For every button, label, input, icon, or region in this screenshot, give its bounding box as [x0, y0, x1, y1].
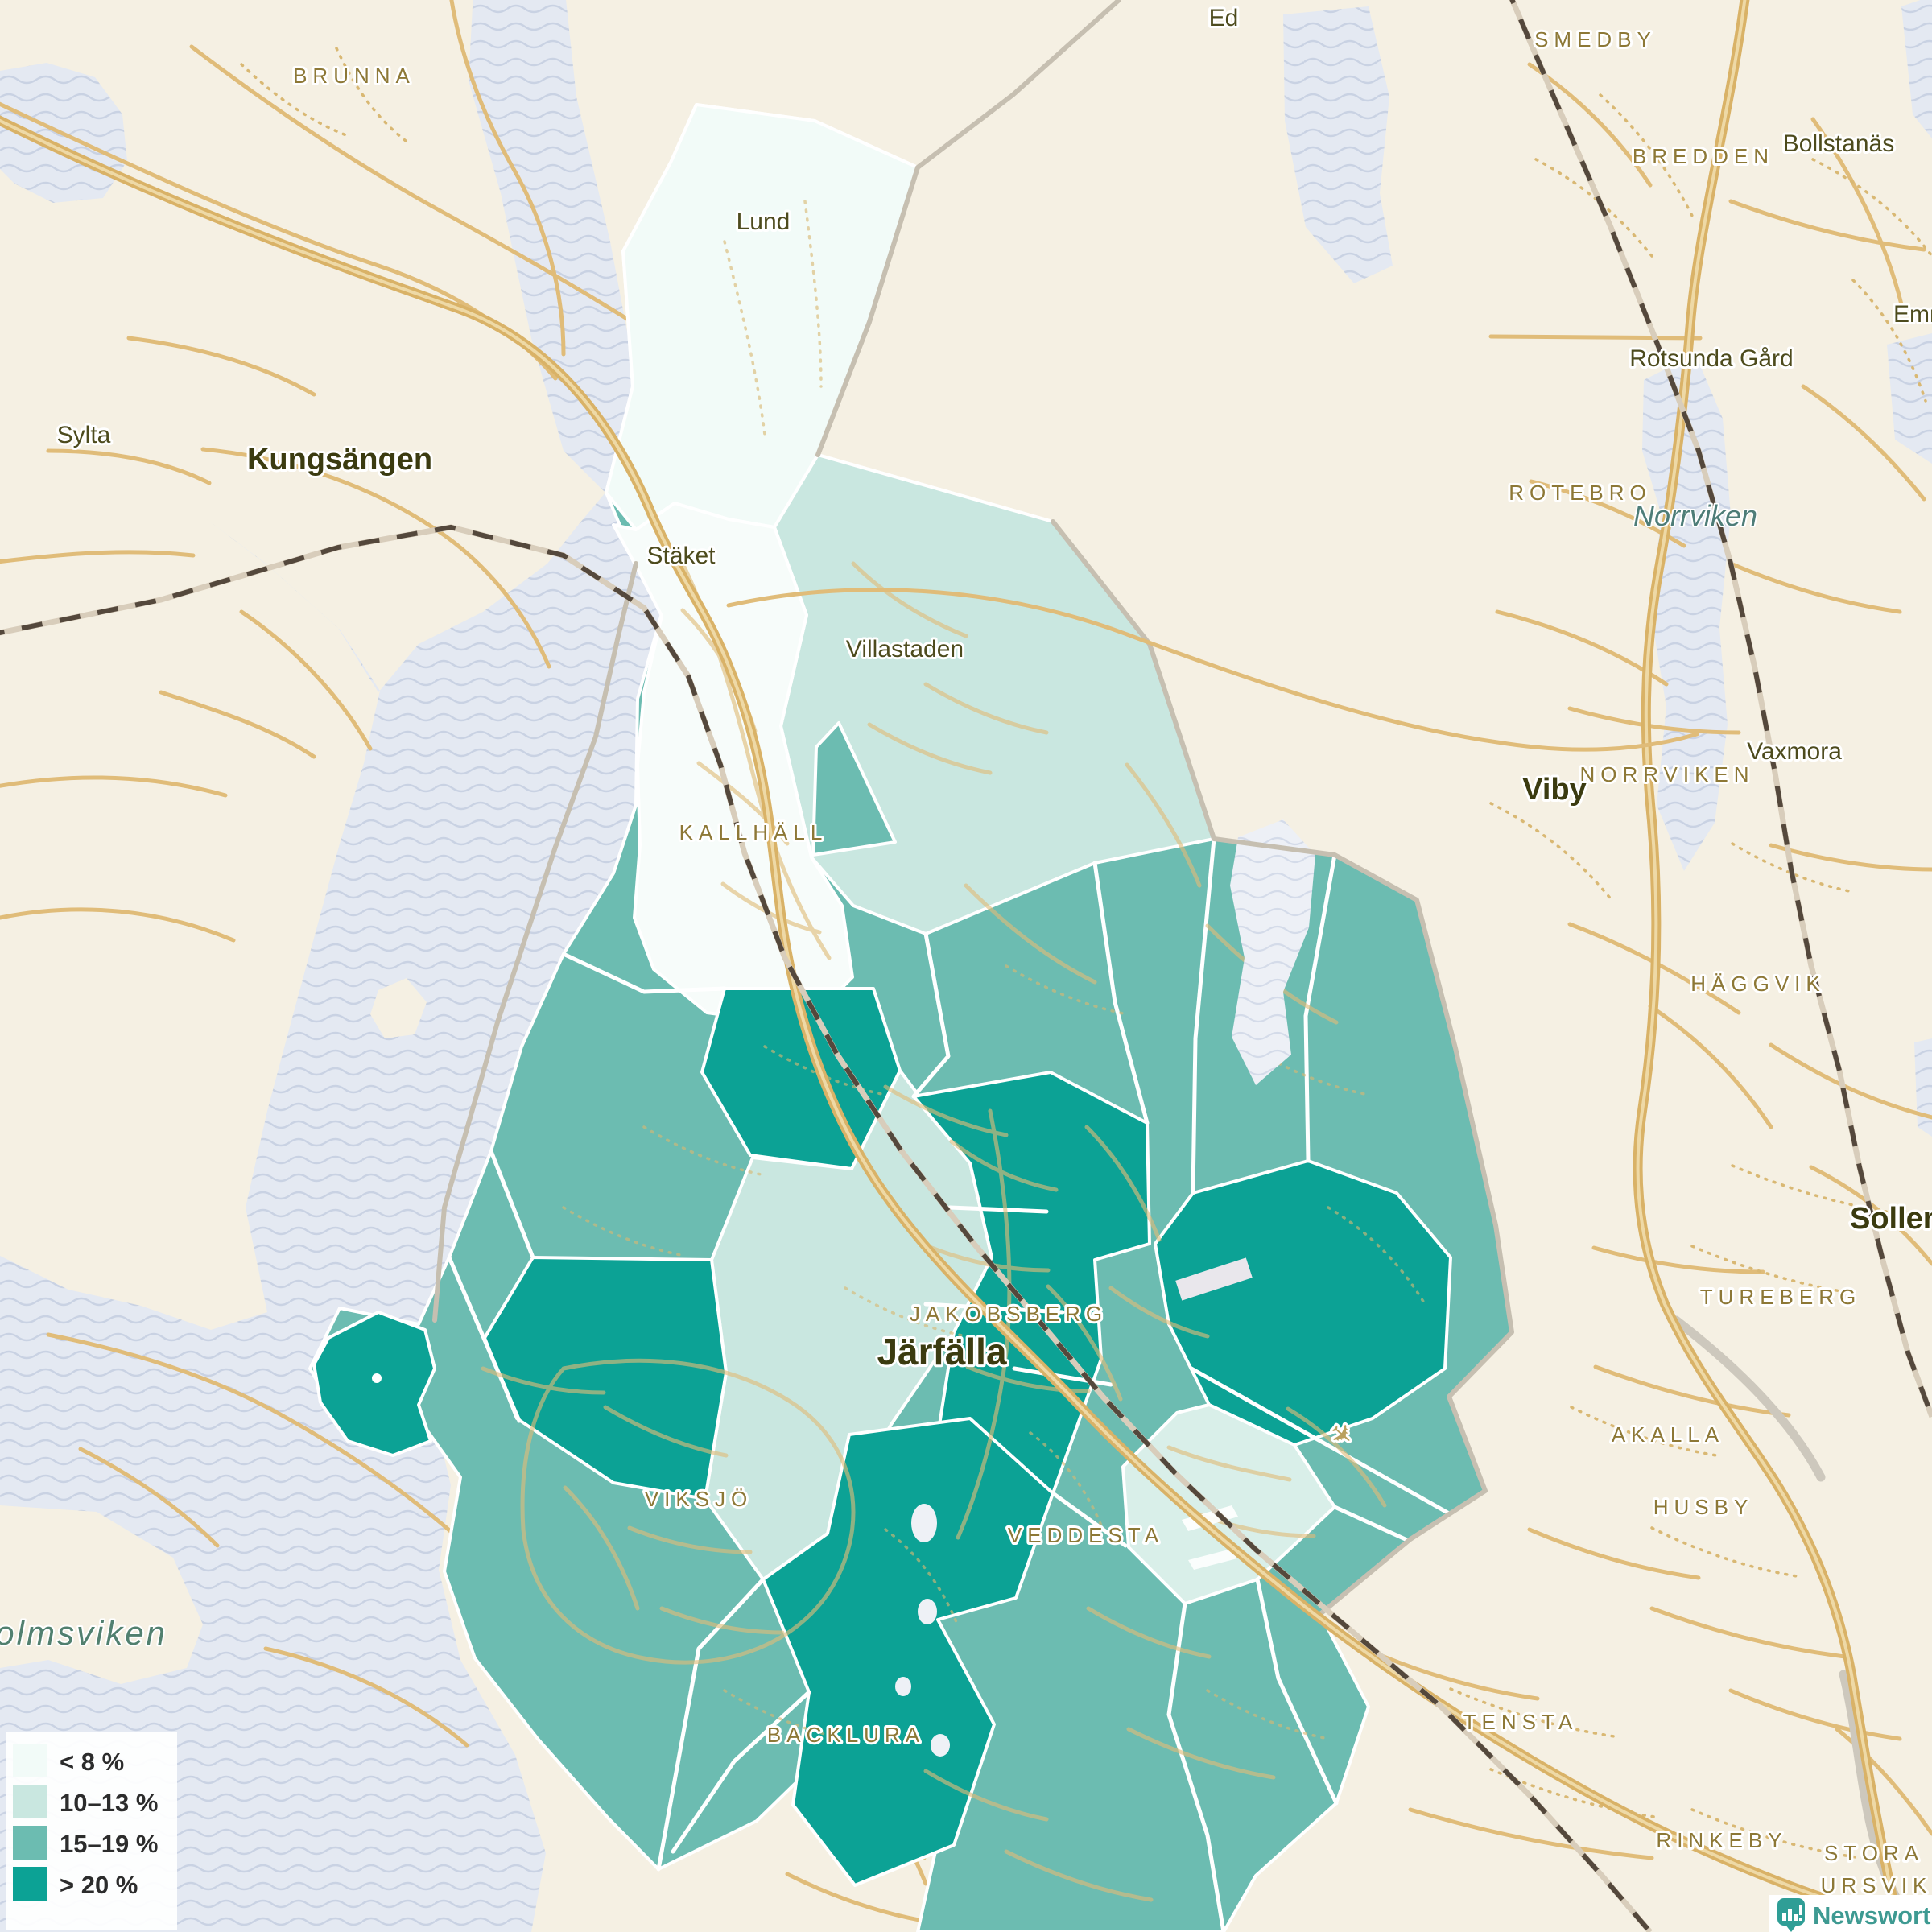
legend-label-1: < 8 % [60, 1748, 124, 1776]
place-label-sollentuna: Sollentuna [1850, 1202, 1932, 1236]
place-label-viksjo: VIKSJÖ [645, 1487, 753, 1511]
legend-swatch-1 [13, 1744, 47, 1777]
place-label-jakobsberg: JAKOBSBERG [910, 1302, 1108, 1326]
legend-label-3: 15–19 % [60, 1830, 158, 1858]
place-label-rinkeby: RINKEBY [1656, 1828, 1787, 1852]
legend-label-2: 10–13 % [60, 1789, 158, 1817]
water-label-norrviken: Norrviken [1633, 499, 1757, 532]
place-label-villastaden: Villastaden [846, 636, 964, 663]
place-label-brunna: BRUNNA [293, 64, 415, 88]
place-label-ed: Ed [1209, 5, 1239, 31]
place-label-vaxmora: Vaxmora [1747, 738, 1842, 765]
place-label-veddesta: VEDDESTA [1008, 1523, 1164, 1547]
place-label-bollstanas: Bollstanäs [1783, 130, 1894, 157]
place-label-akalla: AKALLA [1612, 1422, 1724, 1447]
water-label-holmsviken: holmsviken [0, 1614, 167, 1652]
place-label-sylta: Sylta [57, 422, 111, 448]
place-label-bredden: BREDDEN [1633, 144, 1774, 168]
place-label-norrviken-district: NORRVIKEN [1579, 762, 1754, 786]
place-label-kallhall: KALLHÄLL [679, 820, 828, 844]
place-label-ursvik: URSVIK [1821, 1873, 1932, 1897]
place-label-husby: HUSBY [1653, 1495, 1754, 1519]
railway-malarbanan [0, 524, 1653, 1932]
legend-swatch-2 [13, 1785, 47, 1818]
legend-swatch-3 [13, 1826, 47, 1860]
place-label-rotsunda-gard: Rotsunda Gård [1629, 345, 1793, 372]
choropleth-layer[interactable]: ✈ [308, 103, 1513, 1932]
place-label-viby: Viby [1522, 773, 1587, 807]
inner-lakes [372, 819, 1315, 1757]
railway-ostkustbanan [1509, 0, 1932, 1418]
place-label-jarfalla: Järfälla [877, 1331, 1007, 1373]
place-label-kungsangen: Kungsängen [247, 443, 432, 477]
brand-name: Newsworthy [1813, 1901, 1932, 1930]
place-label-tensta: TENSTA [1463, 1710, 1579, 1734]
place-label-lund: Lund [737, 208, 791, 235]
district-west-shore[interactable] [312, 1311, 436, 1457]
place-label-tureberg: TUREBERG [1700, 1285, 1861, 1309]
place-label-stora: STORA [1824, 1841, 1924, 1865]
newsworthy-pin-icon [1777, 1898, 1805, 1932]
legend: < 8 % 10–13 % 15–19 % > 20 % [6, 1732, 177, 1930]
place-label-emm: Emm [1893, 301, 1932, 328]
brand-watermark[interactable]: Newsworthy [1769, 1895, 1932, 1932]
legend-label-4: > 20 % [60, 1871, 138, 1899]
place-label-haggvik: HÄGGVIK [1690, 972, 1825, 996]
legend-swatch-4 [13, 1867, 47, 1901]
place-label-rotebro: ROTEBRO [1509, 481, 1652, 505]
place-label-smedby: SMEDBY [1534, 27, 1657, 52]
district-barkarbystaden[interactable] [1154, 1159, 1452, 1447]
place-label-backlura: BACKLURA [767, 1723, 925, 1747]
district-borders [447, 836, 1451, 1932]
place-label-staket: Stäket [646, 543, 716, 569]
district-wedge[interactable] [811, 721, 897, 857]
